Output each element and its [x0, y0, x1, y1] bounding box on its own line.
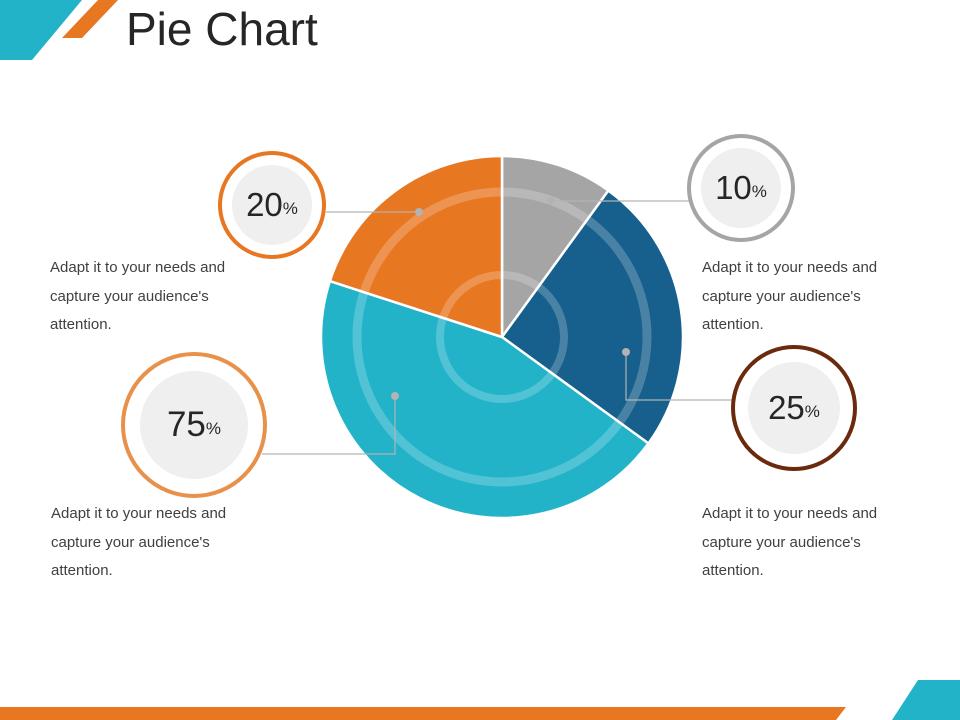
callout-unit: %: [205, 419, 222, 438]
callout-caption: Adapt it to your needs and capture your …: [702, 505, 878, 579]
pie-slice: [500, 188, 685, 446]
callout-value: 25: [768, 389, 805, 426]
callout-caption: Adapt it to your needs and capture your …: [51, 505, 227, 579]
teal-bottom-corner: [892, 680, 960, 720]
callout-unit: %: [804, 402, 820, 421]
decorative-ring: [436, 271, 568, 403]
callout-value: 75: [166, 405, 206, 444]
pie-slice: [328, 154, 504, 339]
orange-stripe-shape: [62, 0, 118, 38]
page-title: Pie Chart: [126, 3, 318, 55]
callout-unit: %: [751, 182, 767, 201]
leader-dot: [415, 208, 423, 216]
teal-corner-shape: [0, 0, 82, 60]
callout-badge-25: 25%: [731, 345, 857, 471]
top-left-decoration: [0, 0, 118, 60]
leader-line-25: [625, 352, 733, 401]
leader-line-75: [262, 396, 396, 455]
decorative-ring: [352, 187, 652, 487]
leader-dot: [391, 392, 399, 400]
callout-unit: %: [282, 199, 298, 218]
callout-badge-20: 20%: [218, 151, 326, 259]
callout-caption: Adapt it to your needs and capture your …: [50, 259, 226, 333]
pie-slice: [319, 279, 651, 520]
leader-dot: [622, 348, 630, 356]
leader-dot: [547, 197, 555, 205]
callout-caption: Adapt it to your needs and capture your …: [702, 259, 878, 333]
callout-badge-10: 10%: [687, 134, 795, 242]
callout-value: 20: [246, 186, 283, 223]
bottom-decoration: [0, 680, 960, 720]
callout-value: 10: [715, 169, 752, 206]
callout-badge-75: 75%: [121, 352, 267, 498]
orange-bottom-bar: [0, 707, 846, 720]
